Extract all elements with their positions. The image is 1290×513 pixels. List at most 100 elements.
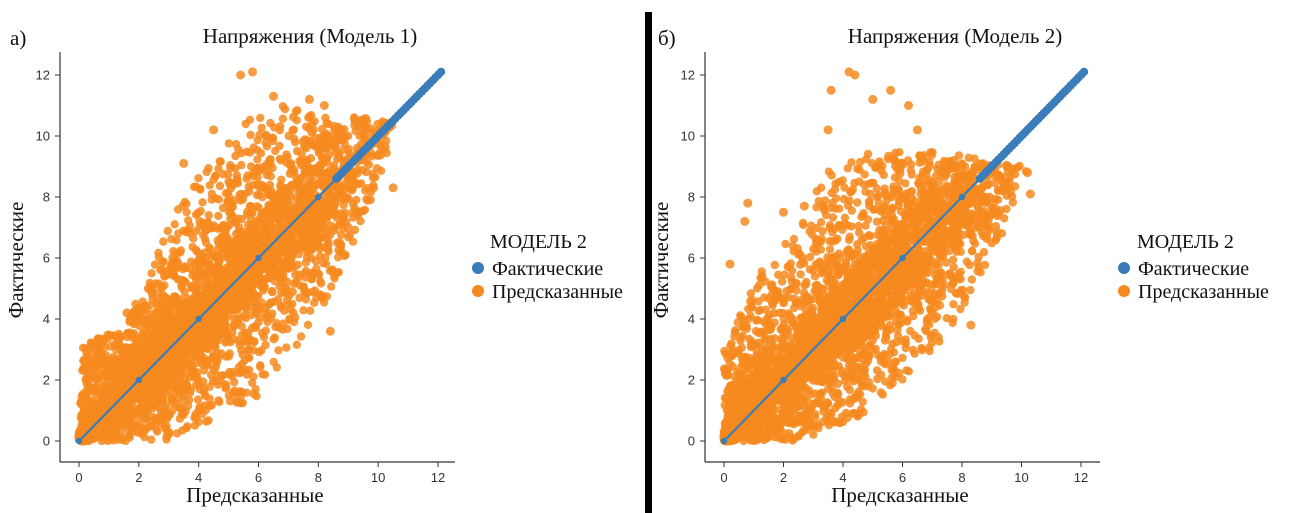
predicted-point bbox=[215, 397, 224, 407]
actual-point bbox=[437, 68, 445, 76]
predicted-point bbox=[213, 244, 223, 253]
predicted-point bbox=[117, 377, 127, 386]
predicted-point bbox=[327, 282, 336, 291]
predicted-point bbox=[224, 352, 233, 361]
panel-a-label: а) bbox=[10, 26, 26, 50]
predicted-point bbox=[170, 296, 179, 305]
predicted-point bbox=[215, 181, 225, 191]
predicted-point bbox=[108, 411, 117, 421]
predicted-point bbox=[261, 340, 270, 350]
predicted-point bbox=[230, 196, 239, 205]
predicted-point bbox=[284, 131, 293, 141]
predicted-point bbox=[246, 248, 255, 258]
predicted-point bbox=[196, 185, 205, 194]
predicted-point bbox=[225, 370, 234, 379]
panel-a-legend: МОДЕЛЬ 2 Фактические Предсказанные bbox=[472, 231, 623, 303]
predicted-point bbox=[248, 378, 257, 387]
predicted-point bbox=[306, 306, 315, 315]
predicted-point bbox=[145, 278, 154, 288]
series-predicted bbox=[719, 67, 1035, 446]
predicted-point bbox=[314, 148, 324, 157]
predicted-point bbox=[211, 171, 220, 180]
predicted-point bbox=[124, 430, 134, 440]
predicted-point bbox=[863, 149, 873, 159]
predicted-point bbox=[186, 386, 195, 395]
predicted-point bbox=[219, 170, 228, 179]
x-tick-label: 8 bbox=[315, 470, 322, 485]
predicted-point bbox=[308, 270, 318, 279]
x-tick-label: 12 bbox=[431, 470, 445, 485]
predicted-point bbox=[212, 324, 222, 333]
predicted-point bbox=[185, 342, 194, 351]
predicted-point bbox=[204, 416, 213, 425]
predicted-outlier bbox=[269, 91, 278, 101]
predicted-point bbox=[281, 197, 290, 206]
predicted-point bbox=[207, 195, 216, 204]
predicted-point bbox=[245, 115, 255, 125]
predicted-point bbox=[223, 196, 232, 206]
predicted-point bbox=[183, 351, 192, 360]
predicted-point bbox=[737, 312, 746, 322]
predicted-point bbox=[78, 343, 88, 352]
predicted-outlier bbox=[179, 158, 189, 168]
predicted-point bbox=[349, 177, 358, 187]
predicted-point bbox=[318, 124, 327, 134]
predicted-point bbox=[234, 145, 243, 154]
predicted-point bbox=[760, 293, 769, 302]
predicted-point bbox=[200, 366, 209, 375]
predicted-point bbox=[230, 243, 239, 252]
x-tick-label: 4 bbox=[195, 470, 202, 485]
y-tick-label: 6 bbox=[43, 251, 50, 266]
x-tick-label: 12 bbox=[1074, 470, 1088, 485]
predicted-point bbox=[234, 362, 244, 372]
panel-a-legend-predicted: Предсказанные bbox=[492, 281, 623, 303]
predicted-point bbox=[866, 189, 875, 199]
predicted-point bbox=[231, 151, 240, 161]
predicted-point bbox=[269, 335, 278, 344]
predicted-point bbox=[187, 283, 196, 293]
predicted-point bbox=[280, 105, 290, 114]
panel-b-label: б) bbox=[658, 26, 676, 50]
predicted-point bbox=[242, 370, 252, 379]
predicted-point bbox=[208, 377, 218, 386]
predicted-outlier bbox=[236, 70, 246, 80]
predicted-point bbox=[257, 123, 266, 133]
predicted-outlier bbox=[325, 326, 335, 336]
predicted-point bbox=[256, 165, 265, 175]
predicted-point bbox=[293, 260, 302, 269]
predicted-point bbox=[262, 265, 272, 274]
predicted-point bbox=[1002, 204, 1011, 214]
x-tick-label: 10 bbox=[1014, 470, 1028, 485]
actual-point bbox=[135, 376, 142, 384]
predicted-point bbox=[84, 375, 94, 384]
predicted-point bbox=[274, 346, 283, 355]
predicted-point bbox=[228, 202, 237, 212]
predicted-point bbox=[207, 400, 217, 410]
predicted-point bbox=[360, 205, 370, 214]
actual-point bbox=[375, 132, 382, 140]
predicted-point bbox=[160, 382, 169, 391]
predicted-point bbox=[209, 339, 218, 348]
predicted-point bbox=[261, 326, 270, 335]
predicted-outlier bbox=[304, 94, 314, 104]
predicted-point bbox=[255, 313, 264, 322]
predicted-point bbox=[319, 156, 328, 165]
predicted-point bbox=[264, 311, 273, 320]
predicted-point bbox=[158, 265, 167, 275]
predicted-point bbox=[169, 247, 178, 256]
predicted-point bbox=[310, 141, 319, 150]
predicted-point bbox=[191, 210, 201, 219]
predicted-point bbox=[796, 270, 805, 279]
predicted-point bbox=[300, 142, 309, 151]
predicted-point bbox=[324, 237, 333, 246]
predicted-point bbox=[879, 170, 888, 180]
predicted-point bbox=[845, 385, 854, 395]
y-tick-label: 10 bbox=[36, 129, 50, 144]
predicted-point bbox=[307, 119, 317, 128]
predicted-point bbox=[299, 282, 308, 292]
predicted-point bbox=[356, 217, 365, 226]
predicted-point bbox=[140, 432, 149, 442]
predicted-point bbox=[282, 284, 291, 294]
predicted-point bbox=[275, 141, 284, 151]
predicted-point bbox=[199, 295, 208, 305]
